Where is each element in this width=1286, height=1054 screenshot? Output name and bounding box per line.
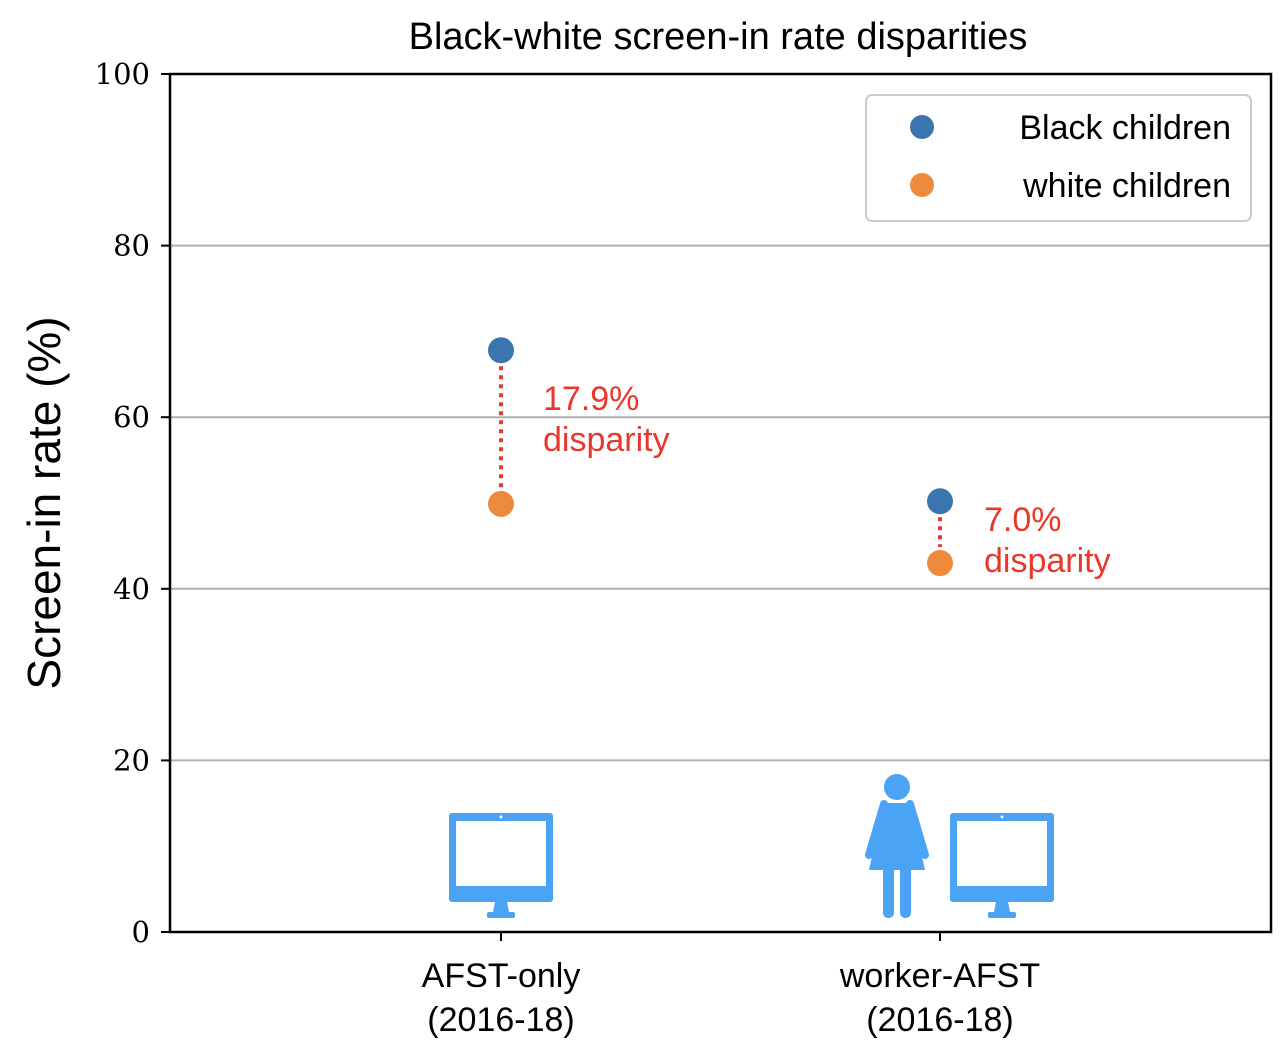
y-tick-label: 20 [113, 743, 150, 777]
chart-title: Black-white screen-in rate disparities [409, 16, 1028, 58]
y-tick-label: 60 [113, 400, 150, 434]
y-axis: 0 20 40 60 80 100 [95, 57, 170, 949]
monitor-icon [449, 813, 553, 918]
x-axis: AFST-only (2016-18) worker-AFST (2016-18) [422, 932, 1040, 1039]
legend: Black children white children [865, 94, 1252, 222]
legend-marker [910, 173, 934, 197]
y-tick-label: 40 [113, 572, 150, 606]
y-axis-label: Screen-in rate (%) [18, 316, 70, 689]
y-tick-label: 100 [95, 57, 150, 91]
x-tick-label: worker-AFST [839, 957, 1040, 995]
data-points [488, 337, 953, 577]
y-tick-label: 80 [113, 229, 150, 263]
black-children-point [927, 488, 953, 515]
person-icon [865, 774, 929, 918]
monitor-icon [950, 813, 1054, 918]
plot-frame [168, 72, 1273, 934]
grid [170, 244, 1271, 762]
disparity-connectors [499, 366, 942, 548]
x-tick-sublabel: (2016-18) [427, 1001, 574, 1039]
x-tick-sublabel: (2016-18) [866, 1001, 1013, 1039]
legend-label: white children [1022, 167, 1231, 205]
white-children-point [488, 490, 514, 517]
legend-label: Black children [1019, 109, 1231, 147]
icons [449, 774, 1054, 918]
disparity-label: disparity [984, 542, 1111, 580]
legend-marker [910, 115, 934, 139]
x-tick-label: AFST-only [422, 957, 581, 995]
white-children-point [927, 550, 953, 577]
black-children-point [488, 337, 514, 364]
disparity-label: disparity [543, 421, 670, 459]
disparity-value: 7.0% [984, 501, 1062, 539]
legend-box [865, 94, 1252, 222]
y-tick-label: 0 [132, 915, 150, 949]
disparity-value: 17.9% [543, 380, 639, 418]
